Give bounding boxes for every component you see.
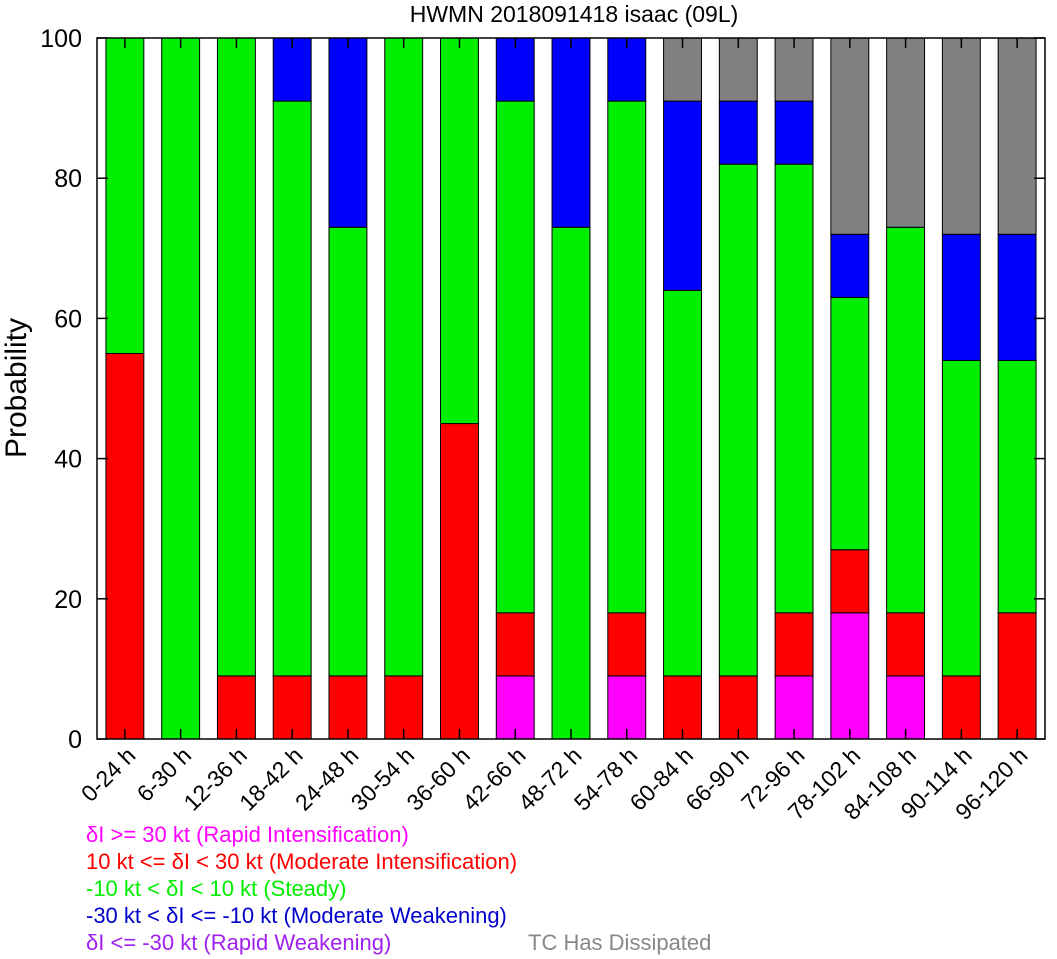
bar-segment-mw-12 bbox=[774, 100, 814, 165]
bar-segment-steady-10 bbox=[663, 289, 702, 677]
bar-segment-mw-10 bbox=[663, 100, 702, 291]
bar-segment-mi-7 bbox=[495, 612, 535, 677]
y-tick-label-1: 20 bbox=[54, 586, 82, 614]
y-axis-label: Probability bbox=[0, 318, 33, 458]
bar-segment-dissipated-12 bbox=[774, 37, 814, 102]
y-tick-label-0: 0 bbox=[68, 726, 82, 754]
bar-segment-mi-6 bbox=[440, 423, 479, 740]
bar-segment-steady-2 bbox=[216, 37, 256, 677]
y-tick-label-4: 80 bbox=[54, 165, 82, 193]
y-tick-label-5: 100 bbox=[40, 25, 82, 53]
bar-segment-mi-9 bbox=[607, 612, 647, 677]
bar-segment-dissipated-10 bbox=[663, 37, 702, 102]
bar-segment-steady-0 bbox=[105, 37, 145, 354]
chart-title: HWMN 2018091418 isaac (09L) bbox=[410, 1, 739, 27]
legend-entry-mw: -30 kt < δI <= -10 kt (Moderate Weakenin… bbox=[86, 903, 507, 928]
bars-group bbox=[105, 37, 1037, 740]
bar-segment-mi-11 bbox=[718, 675, 758, 740]
bar-segment-ri-13 bbox=[830, 612, 870, 740]
legend-entry-ri: δI >= 30 kt (Rapid Intensification) bbox=[86, 822, 409, 847]
bar-segment-mi-0 bbox=[105, 352, 145, 740]
bar-segment-mw-15 bbox=[941, 233, 981, 361]
bar-segment-dissipated-14 bbox=[886, 37, 926, 228]
bar-segment-ri-9 bbox=[607, 675, 647, 740]
bar-segment-steady-7 bbox=[495, 100, 535, 614]
bar-segment-mi-2 bbox=[216, 675, 256, 740]
legend-entry-dissipated: TC Has Dissipated bbox=[528, 930, 712, 955]
bar-segment-steady-1 bbox=[161, 37, 201, 740]
bar-segment-mi-13 bbox=[830, 549, 870, 614]
y-tick-label-3: 60 bbox=[54, 305, 82, 333]
bar-segment-dissipated-13 bbox=[830, 37, 870, 235]
bar-segment-mw-13 bbox=[830, 233, 870, 298]
bar-segment-mw-8 bbox=[551, 37, 591, 228]
bar-segment-dissipated-16 bbox=[997, 37, 1037, 235]
bar-segment-mw-7 bbox=[495, 37, 535, 102]
bar-segment-steady-8 bbox=[551, 226, 591, 740]
bar-segment-ri-14 bbox=[886, 675, 926, 740]
bar-segment-ri-7 bbox=[495, 675, 535, 740]
bar-segment-mw-9 bbox=[607, 37, 647, 102]
x-tick-label-0: 0-24 h bbox=[76, 742, 141, 807]
bar-segment-steady-11 bbox=[718, 163, 758, 677]
y-tick-label-2: 40 bbox=[54, 446, 82, 474]
bar-segment-mw-11 bbox=[718, 100, 758, 165]
bar-segment-mi-12 bbox=[774, 612, 814, 677]
bar-segment-mi-10 bbox=[663, 675, 702, 740]
bar-segment-steady-16 bbox=[997, 359, 1037, 614]
bar-segment-steady-12 bbox=[774, 163, 814, 614]
bar-segment-mi-3 bbox=[272, 675, 312, 740]
bar-segment-mi-14 bbox=[886, 612, 926, 677]
legend-entry-steady: -10 kt < δI < 10 kt (Steady) bbox=[86, 876, 347, 901]
bar-segment-dissipated-11 bbox=[718, 37, 758, 102]
bar-segment-steady-4 bbox=[328, 226, 368, 677]
bar-segment-mi-4 bbox=[328, 675, 368, 740]
bar-segment-steady-9 bbox=[607, 100, 647, 614]
bar-segment-mw-16 bbox=[997, 233, 1037, 361]
bar-segment-dissipated-15 bbox=[941, 37, 981, 235]
legend-entry-mi: 10 kt <= δI < 30 kt (Moderate Intensific… bbox=[86, 849, 518, 874]
bar-segment-steady-15 bbox=[941, 359, 981, 677]
legend-entry-rw: δI <= -30 kt (Rapid Weakening) bbox=[86, 930, 392, 955]
bar-segment-mi-16 bbox=[997, 612, 1037, 740]
bar-segment-steady-5 bbox=[384, 37, 424, 677]
bar-segment-mi-15 bbox=[941, 675, 981, 740]
bar-segment-steady-6 bbox=[440, 37, 479, 425]
bar-segment-steady-14 bbox=[886, 226, 926, 614]
bar-segment-steady-13 bbox=[830, 296, 870, 551]
bar-segment-steady-3 bbox=[272, 100, 312, 677]
bar-segment-mw-4 bbox=[328, 37, 368, 228]
